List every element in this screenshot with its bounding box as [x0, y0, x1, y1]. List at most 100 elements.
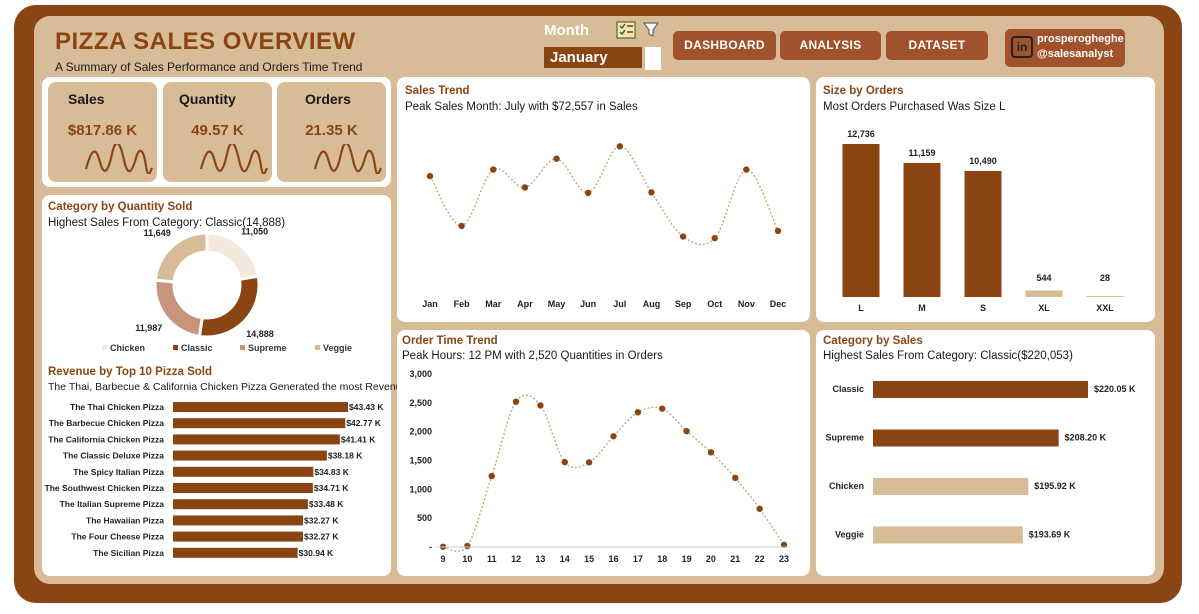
bar-data-label: $41.41 K [341, 434, 376, 444]
series-point [490, 166, 497, 173]
month-slicer-scrollbar[interactable] [645, 47, 661, 70]
bar-data-label: 11,159 [908, 148, 935, 158]
series-point [711, 234, 718, 242]
bar-category-label: The Hawaiian Pizza [86, 515, 164, 525]
profile-badge[interactable]: in prosperogheghe @salesanalyst [1005, 29, 1125, 67]
kpi-card-orders: Orders 21.35 K [277, 82, 386, 182]
page-title: PIZZA SALES OVERVIEW [55, 28, 356, 55]
legend-label-classic: Classic [181, 343, 213, 353]
x-tick-label: 17 [633, 554, 643, 564]
category-quantity-panel [42, 195, 391, 576]
kpi-value: $817.86 K [67, 122, 138, 139]
bar-data-label: $32.27 K [304, 532, 339, 542]
top10-bar [173, 418, 346, 429]
clear-filter-icon[interactable] [641, 21, 661, 39]
donut-slice-chicken [205, 231, 260, 282]
y-tick-label: - [429, 542, 432, 552]
top10-bar [173, 450, 327, 461]
x-tick-label: XXL [1096, 303, 1114, 313]
x-tick-label: 18 [657, 554, 667, 564]
sales-trend-panel [397, 77, 810, 322]
top10-bar [173, 547, 298, 558]
x-tick-label: M [918, 303, 926, 313]
bar-category-label: The Southwest Chicken Pizza [45, 483, 165, 493]
kpi-card-quantity: Quantity 49.57 K [163, 82, 272, 182]
bar-data-label: $220.05 K [1094, 384, 1136, 394]
size-orders-chart: 12,736 L 11,159 M 10,490 S 544 XL 28 XXL [842, 129, 1124, 313]
page-subtitle: A Summary of Sales Performance and Order… [55, 60, 363, 74]
series-point [521, 184, 529, 191]
bar-category-label: Supreme [825, 433, 864, 443]
series-point [683, 427, 690, 435]
bar-data-label: $195.92 K [1034, 481, 1076, 491]
kpi-value: 21.35 K [305, 122, 358, 139]
multi-select-icon[interactable] [616, 21, 636, 39]
category-sales-bar [873, 381, 1088, 398]
donut-data-label: 11,050 [241, 228, 268, 236]
series-point [634, 409, 642, 416]
kpi-label: Quantity [179, 91, 236, 107]
dashboard-button[interactable]: DASHBOARD [673, 31, 776, 60]
series-point [584, 189, 592, 197]
bar-data-label: 544 [1036, 273, 1051, 283]
bar-category-label: The Thai Chicken Pizza [70, 402, 164, 412]
series-point [616, 143, 624, 150]
bar-data-label: $38.18 K [328, 451, 363, 461]
series-point [780, 541, 788, 549]
top10-subtitle: The Thai, Barbecue & California Chicken … [48, 381, 408, 393]
x-tick-label: Feb [454, 299, 471, 309]
top10-bar [173, 483, 313, 493]
bar-category-label: The Four Cheese Pizza [71, 532, 164, 542]
top10-bar [173, 402, 348, 412]
series-point [488, 472, 495, 480]
x-tick-label: 10 [462, 554, 472, 564]
donut-data-label: 11,649 [144, 228, 171, 238]
donut-data-label: 11,987 [135, 323, 162, 333]
bar-category-label: Classic [832, 384, 864, 394]
x-tick-label: Aug [643, 299, 661, 309]
size-bar-xl [1025, 290, 1063, 297]
category-sales-chart: Classic $220.05 K Supreme $208.20 K Chicken $… [825, 381, 1136, 544]
size-bar-m [903, 162, 941, 297]
legend-swatch [240, 345, 245, 350]
donut-data-label: 14,888 [246, 329, 274, 339]
x-tick-label: Sep [675, 299, 692, 309]
bar-data-label: $34.71 K [314, 483, 349, 493]
x-tick-label: Apr [517, 299, 533, 309]
profile-name: prosperogheghe [1037, 33, 1124, 45]
donut-slice-veggie [153, 231, 209, 284]
series-point [561, 458, 568, 466]
order-time-chart: 9 10 11 12 13 14 15 16 17 18 19 20 21 22 23 - 500 1,000 1,… [409, 369, 790, 564]
x-tick-label: 16 [608, 554, 618, 564]
x-tick-label: Oct [707, 299, 722, 309]
legend-swatch [102, 345, 107, 350]
x-tick-label: 11 [487, 554, 497, 564]
donut-slice-classic [197, 274, 261, 339]
analysis-button[interactable]: ANALYSIS [780, 31, 881, 60]
x-tick-label: 13 [535, 554, 545, 564]
x-tick-label: 20 [706, 554, 716, 564]
size-orders-subtitle: Most Orders Purchased Was Size L [823, 101, 1006, 113]
kpi-value: 49.57 K [191, 122, 244, 139]
sales-trend-subtitle: Peak Sales Month: July with $72,557 in S… [405, 101, 638, 113]
order-time-panel [397, 330, 810, 576]
x-tick-label: 12 [511, 554, 521, 564]
y-tick-label: 2,500 [409, 398, 432, 408]
size-orders-title: Size by Orders [823, 85, 904, 97]
size-bar-xxl [1086, 296, 1124, 297]
bar-data-label: 10,490 [969, 156, 997, 166]
bar-data-label: $193.69 K [1029, 530, 1071, 540]
series-point [464, 542, 471, 550]
legend-label-supreme: Supreme [248, 343, 287, 353]
series-point [648, 189, 655, 196]
bar-category-label: The Classic Deluxe Pizza [63, 451, 164, 461]
category-sales-bar [873, 526, 1023, 544]
series-point [610, 433, 617, 440]
dataset-button[interactable]: DATASET [886, 31, 988, 60]
x-tick-label: May [548, 299, 566, 309]
bar-category-label: The Italian Supreme Pizza [60, 499, 165, 509]
y-tick-label: 500 [417, 513, 432, 523]
x-tick-label: 21 [730, 554, 740, 564]
month-slicer-selected[interactable]: January [544, 47, 642, 68]
x-tick-label: 14 [560, 554, 570, 564]
